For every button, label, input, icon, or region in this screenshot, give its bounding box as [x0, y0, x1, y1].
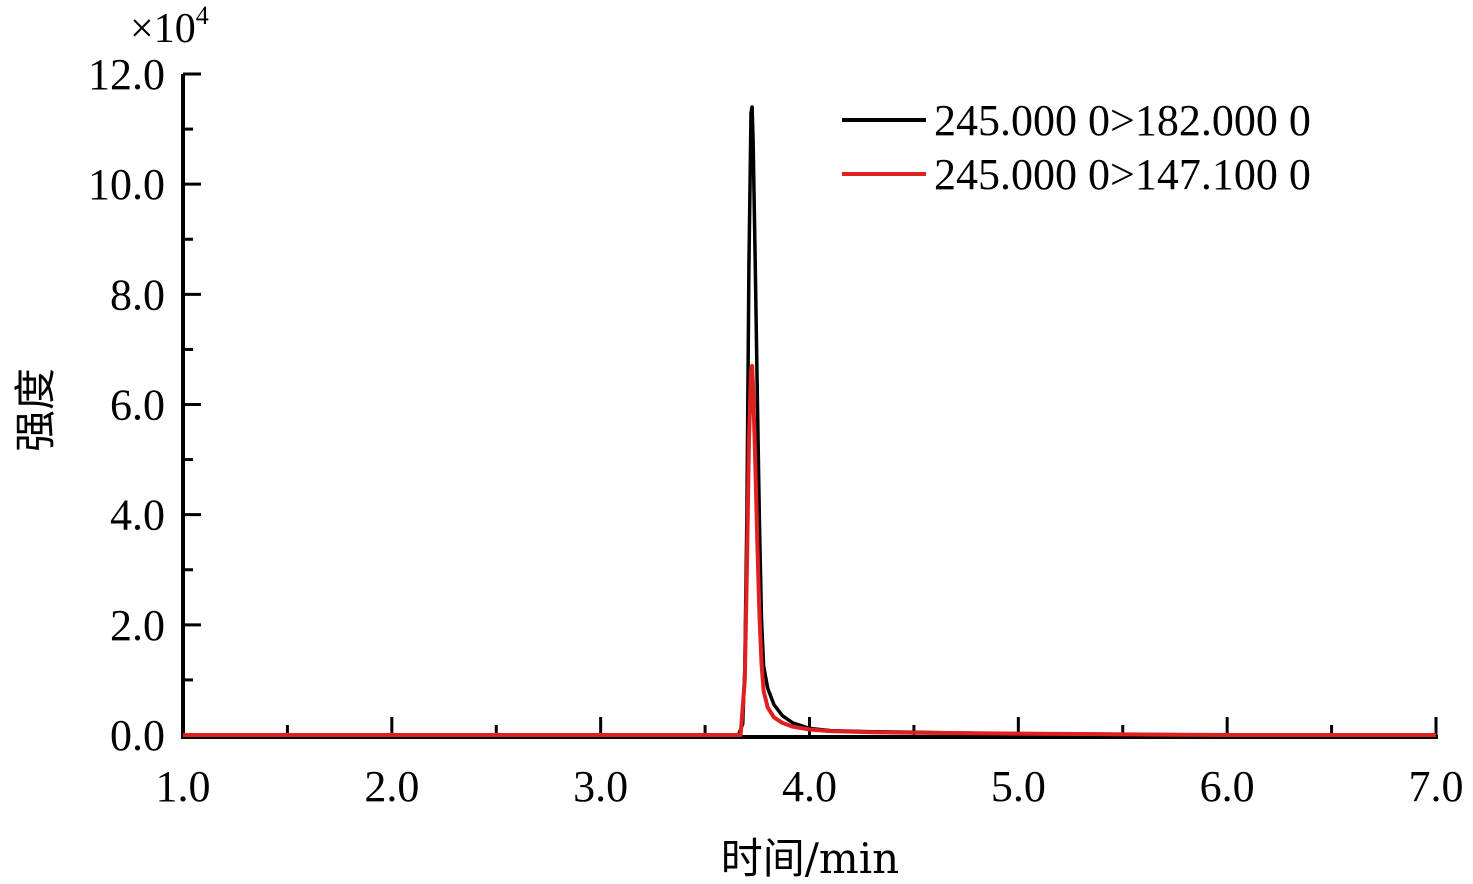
- legend-label-1: 245.000 0>182.000 0: [934, 96, 1311, 145]
- x-tick-label: 7.0: [1409, 762, 1464, 811]
- x-tick-label: 5.0: [991, 762, 1046, 811]
- x-axis-title: 时间/min: [721, 834, 899, 883]
- plot-area: [183, 105, 1436, 737]
- y-tick-label: 2.0: [110, 601, 165, 650]
- y-tick-label: 8.0: [110, 270, 165, 319]
- y-tick-label: 4.0: [110, 491, 165, 540]
- y-multiplier-exponent: 4: [196, 1, 209, 30]
- x-tick-label: 3.0: [573, 762, 628, 811]
- legend-label-2: 245.000 0>147.100 0: [934, 150, 1311, 199]
- y-multiplier-prefix: ×: [130, 6, 154, 52]
- x-tick-label: 1.0: [156, 762, 211, 811]
- y-axis-title: 强度: [11, 368, 60, 452]
- y-multiplier-base: 10: [154, 6, 196, 52]
- series-line-1: [183, 105, 1436, 737]
- x-tick-label: 6.0: [1200, 762, 1255, 811]
- legend: 245.000 0>182.000 0 245.000 0>147.100 0: [842, 96, 1311, 199]
- y-tick-label: 10.0: [88, 160, 165, 209]
- y-tick-label: 0.0: [110, 711, 165, 760]
- x-tick-label: 4.0: [782, 762, 837, 811]
- axes: 1.0 2.0 3.0 4.0 5.0 6.0 7.0 0.0 2.0 4.0 6.0 8.0 10.0…: [88, 50, 1464, 811]
- y-axis-multiplier: ×104: [130, 1, 209, 52]
- y-tick-label: 12.0: [88, 50, 165, 99]
- y-tick-label: 6.0: [110, 381, 165, 430]
- axis-labels: 时间/min 强度 ×104: [11, 1, 899, 883]
- series-line-2: [183, 363, 1436, 737]
- x-tick-label: 2.0: [364, 762, 419, 811]
